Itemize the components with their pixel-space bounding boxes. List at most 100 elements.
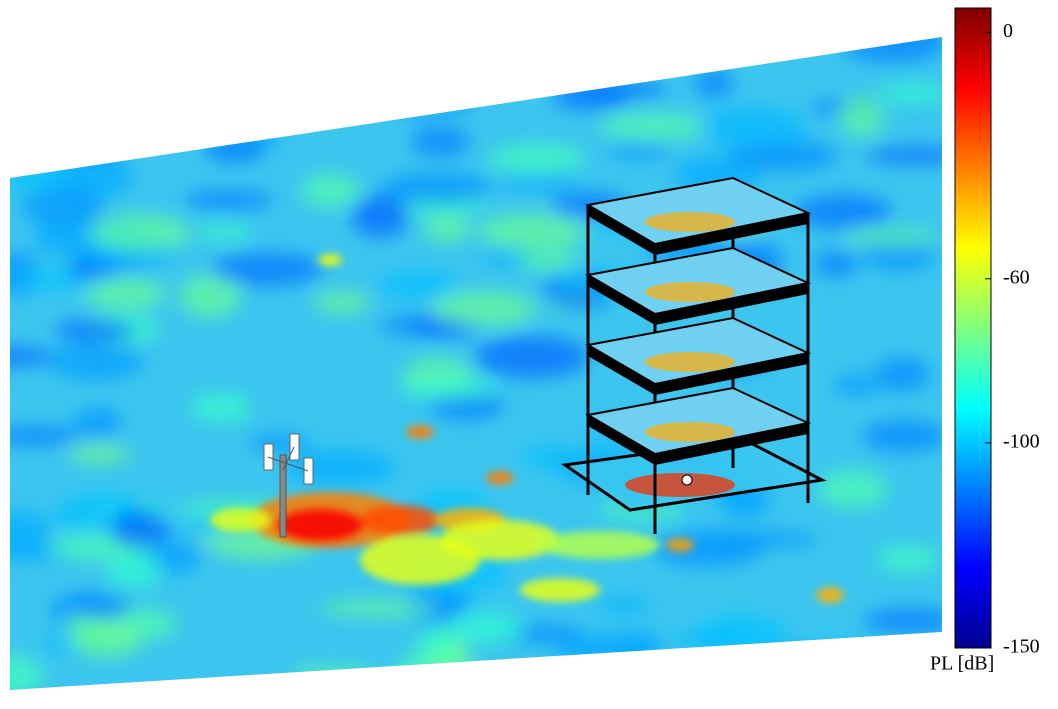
texture [446,60,492,87]
texture [248,433,311,452]
texture [301,173,361,208]
texture [10,654,44,690]
texture [106,554,163,588]
texture [814,250,859,277]
colorbar-label: PL [dB] [930,653,994,675]
texture [782,642,887,670]
texture [377,271,460,300]
texture [410,126,471,158]
texture [551,82,630,110]
texture [197,224,251,241]
texture [190,392,251,423]
texture [111,37,220,61]
texture [109,508,171,549]
texture [10,426,84,446]
floor-heat [645,282,735,302]
texture [600,112,705,141]
hotspot [360,505,440,535]
texture [381,81,477,116]
texture [351,194,410,238]
texture [817,469,888,509]
hotspot [210,508,270,532]
hotspot [666,538,694,552]
texture [204,133,267,163]
texture [68,445,130,463]
slab [588,415,808,465]
texture [279,42,356,74]
floor-heat [645,212,735,232]
texture [839,95,884,137]
texture [673,631,749,651]
texture [381,172,493,206]
texture [53,130,126,162]
texture [432,291,537,327]
texture [877,84,942,104]
texture [10,167,73,189]
texture [69,619,141,658]
antenna-tower [263,433,314,538]
texture [319,600,438,617]
hotspot [275,507,365,543]
texture [606,141,673,158]
texture [874,357,930,392]
texture [473,335,589,379]
colorbar-tick-label: 0 [1003,20,1013,42]
texture [283,449,397,486]
texture [54,319,136,343]
texture [209,252,324,286]
colorbar-tick-label: -60 [1003,266,1030,288]
texture [700,530,820,548]
texture [399,377,498,399]
texture [499,170,580,190]
texture [517,250,581,272]
texture [450,612,525,644]
floor-heat [625,473,735,497]
texture [746,649,837,671]
texture [701,107,807,147]
texture [478,213,586,251]
building [560,176,827,534]
texture [555,634,662,667]
colorbar-tick-label: -100 [1003,430,1040,452]
colorbar [954,7,992,649]
texture [417,627,458,660]
texture [74,406,122,440]
texture [863,608,942,633]
texture [521,446,576,468]
texture [597,596,651,614]
slab [588,345,808,395]
texture [840,37,942,63]
texture [10,150,48,168]
floor-heat [645,352,735,372]
hotspot [360,535,480,585]
texture [84,278,167,310]
texture [726,139,838,172]
floor-heat [645,422,735,442]
hotspot [406,425,434,439]
texture [201,126,283,148]
texture [76,595,132,621]
texture [21,185,104,229]
texture [88,40,181,57]
texture [833,375,879,396]
texture [488,143,586,175]
hotspot [816,587,844,603]
receiver [681,474,693,486]
heatmap-plane [10,37,942,690]
hotspot [486,471,514,485]
slab [588,275,808,325]
hotspot [540,531,660,559]
texture [47,343,145,380]
texture [694,69,735,98]
hotspot [520,578,600,602]
texture [65,68,109,101]
texture [10,347,55,367]
texture [183,190,273,211]
hotspot [318,254,342,266]
texture [864,147,942,164]
texture [862,420,942,452]
texture [290,666,375,685]
texture [89,214,192,252]
texture [32,43,140,64]
